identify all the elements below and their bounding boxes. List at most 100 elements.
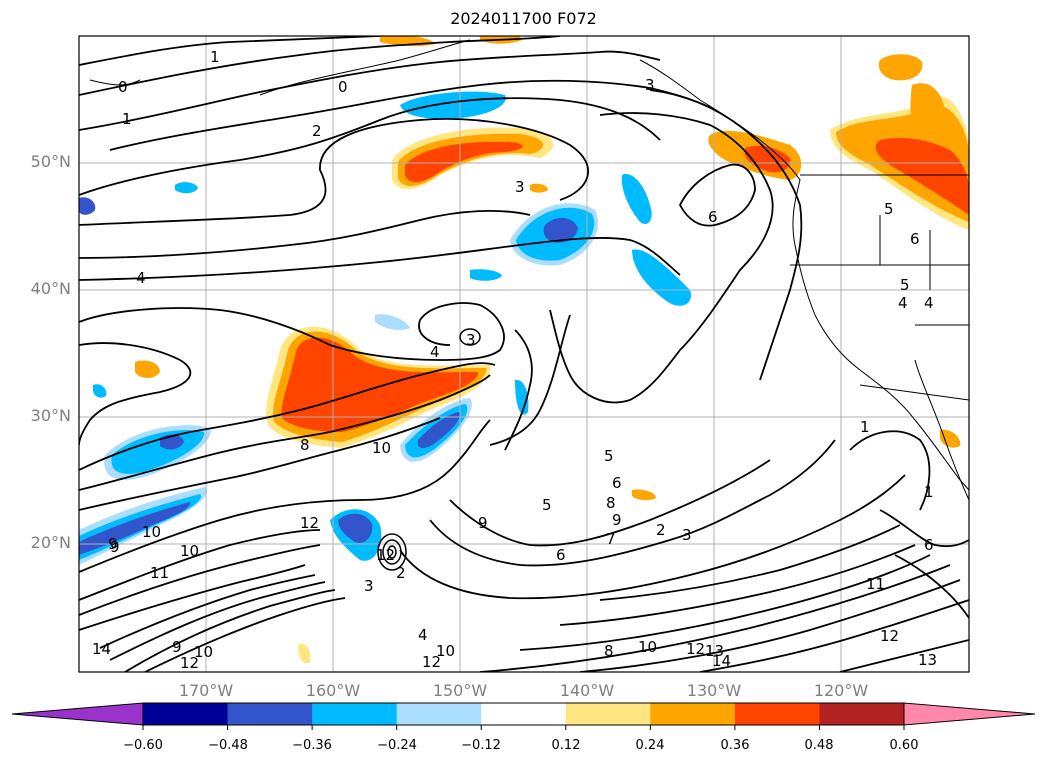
shaded-patch: [338, 513, 373, 543]
contour-line: [678, 163, 756, 227]
contour-label: 12: [180, 654, 199, 672]
contour-label: 2: [656, 521, 666, 539]
shaded-patch: [417, 412, 461, 449]
border: [859, 384, 969, 401]
colorbar-swatch: [819, 703, 905, 725]
contour-label: 6: [556, 546, 566, 564]
shaded-patch: [632, 489, 656, 501]
contour-label: 12: [880, 627, 899, 645]
contour-label: 2: [312, 122, 322, 140]
contour-label: 4: [898, 294, 908, 312]
colorbar-swatch: [734, 703, 820, 725]
contour-label: 8: [300, 436, 310, 454]
contour-label: 1: [860, 418, 870, 436]
contour-label: 4: [924, 294, 934, 312]
contour-line: [559, 544, 916, 626]
colorbar-tick-label: −0.24: [377, 738, 417, 753]
contour-label: 12: [686, 640, 705, 658]
lon-label-160w: 160°W: [305, 681, 361, 700]
contour-label: 1: [210, 48, 220, 66]
colorbar-swatch: [396, 703, 482, 725]
colorbar-tick-label: 0.12: [551, 738, 581, 753]
contour-line: [849, 430, 931, 511]
colorbar-tick-label: −0.48: [208, 738, 248, 753]
map-title: 2024011700 F072: [450, 9, 597, 28]
shaded-patch: [400, 91, 506, 119]
contour-label: 4: [136, 269, 146, 287]
contour-label: 0: [118, 78, 128, 96]
lon-label-140w: 140°W: [559, 681, 615, 700]
contour-line: [79, 564, 306, 631]
shaded-patch: [543, 217, 578, 243]
contour-label: 10: [638, 638, 657, 656]
contour-label: 5: [542, 496, 552, 514]
contour-line: [504, 329, 533, 451]
colorbar-tick-label: 0.36: [720, 738, 750, 753]
contour-line: [79, 118, 589, 226]
contour-label: 11: [150, 564, 169, 582]
contour-line: [79, 97, 661, 196]
contour-label: 4: [430, 343, 440, 361]
shaded-patch: [470, 269, 502, 281]
contour-label: 5: [900, 276, 910, 294]
contour-label: 3: [466, 331, 476, 349]
coastline: [89, 79, 141, 86]
contour-line: [79, 36, 381, 66]
shaded-patch: [530, 183, 548, 193]
contour-label: 12: [300, 514, 319, 532]
contour-value-labels: 1 0 1 2 3 3 6 4 3 4 8 10 5 6 5 8 9 2 3 7…: [92, 48, 937, 672]
lon-label-130w: 130°W: [686, 681, 742, 700]
colorbar-swatch: [565, 703, 651, 725]
contour-label: 4: [418, 626, 428, 644]
shaded-patch: [632, 249, 691, 306]
contour-label: 12: [376, 546, 395, 564]
contour-label: 9: [172, 638, 182, 656]
colorbar-tick-label: 0.60: [889, 738, 919, 753]
contour-line: [479, 564, 951, 672]
colorbar-tick-label: −0.60: [123, 738, 163, 753]
contour-label: 9: [110, 538, 120, 556]
contour-label: 6: [612, 474, 622, 492]
shaded-patch: [135, 360, 160, 378]
contour-line: [79, 374, 491, 491]
contour-line: [79, 50, 661, 131]
lat-label-40n: 40°N: [30, 279, 71, 298]
plot-frame: [78, 35, 970, 673]
contour-label: 10: [436, 642, 455, 660]
contour-line: [79, 417, 441, 511]
contour-line: [894, 554, 969, 619]
contour-line: [449, 459, 771, 547]
contour-label: 6: [924, 536, 934, 554]
contour-line: [579, 579, 961, 672]
contour-label: 7: [606, 530, 616, 548]
shaded-patch: [621, 174, 652, 225]
contour-label: 3: [515, 178, 525, 196]
contour-label: 10: [142, 523, 161, 541]
lat-label-20n: 20°N: [30, 533, 71, 552]
shaded-patch: [175, 182, 198, 194]
colorbar-tick-label: 0.24: [635, 738, 665, 753]
shaded-patch: [281, 337, 478, 432]
colorbar-swatch: [312, 703, 398, 725]
contour-label: 6: [708, 208, 718, 226]
shaded-patch: [405, 141, 523, 183]
contour-label: 1: [122, 110, 132, 128]
contour-line: [399, 474, 906, 600]
contour-line: [599, 524, 901, 601]
contour-line: [79, 419, 491, 573]
contour-line: [79, 342, 192, 446]
contour-label: 3: [682, 526, 692, 544]
contour-label: 5: [884, 200, 894, 218]
contour-label: 2: [396, 564, 406, 582]
contour-label: 1: [924, 483, 934, 501]
shaded-patch: [910, 83, 946, 140]
contour-line: [109, 79, 716, 151]
contour-label: 11: [866, 575, 885, 593]
colorbar-swatch: [481, 703, 567, 725]
colorbar-arrow-left: [12, 703, 143, 725]
shaded-patch: [93, 384, 107, 398]
colorbar-swatch: [227, 703, 313, 725]
shaded-patch: [875, 138, 969, 215]
contour-label: 8: [606, 494, 616, 512]
colorbar-tick-label: 0.48: [804, 738, 834, 753]
